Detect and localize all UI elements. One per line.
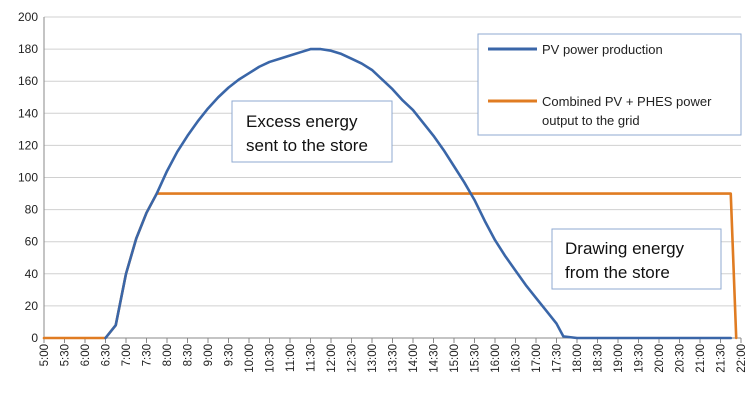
annotation-drawing-line2: from the store — [565, 263, 670, 282]
x-tick-label: 19:30 — [634, 344, 646, 373]
x-tick-label: 15:30 — [470, 344, 482, 373]
y-tick-labels: 0 20 40 60 80 100 120 140 160 180 200 — [18, 10, 38, 345]
x-tick-label: 22:00 — [736, 344, 748, 373]
x-tick-label: 13:00 — [367, 344, 379, 373]
x-tick-label: 17:00 — [531, 344, 543, 373]
x-tick-label: 6:30 — [101, 344, 113, 366]
y-tick-label: 140 — [18, 106, 38, 120]
y-tick-label: 120 — [18, 138, 38, 152]
y-tick-label: 60 — [25, 235, 39, 249]
y-tick-label: 200 — [18, 10, 38, 24]
legend-label-combined-line1: Combined PV + PHES power — [542, 94, 712, 109]
x-tick-label: 12:30 — [347, 344, 359, 373]
x-tick-label: 10:00 — [244, 344, 256, 373]
series-lines — [42, 47, 738, 340]
x-tick-label: 15:00 — [449, 344, 461, 373]
y-tick-label: 20 — [25, 299, 39, 313]
annotation-drawing-line1: Drawing energy — [565, 239, 685, 258]
y-tick-label: 100 — [18, 171, 38, 185]
legend-label-combined-line2: output to the grid — [542, 113, 640, 128]
x-tick-label: 10:30 — [265, 344, 277, 373]
x-tick-label: 12:00 — [326, 344, 338, 373]
x-tick-label: 5:00 — [39, 344, 51, 366]
x-tick-label: 20:00 — [654, 344, 666, 373]
y-tick-label: 160 — [18, 74, 38, 88]
x-tick-label: 19:00 — [613, 344, 625, 373]
legend-label-pv: PV power production — [542, 42, 663, 57]
legend: PV power production Combined PV + PHES p… — [477, 33, 742, 136]
x-tick-label: 9:30 — [224, 344, 236, 366]
x-tick-label: 17:30 — [552, 344, 564, 373]
annotation-drawing: Drawing energy from the store — [551, 228, 722, 290]
x-tick-label: 9:00 — [203, 344, 215, 366]
x-tick-label: 16:30 — [511, 344, 523, 373]
x-tick-label: 5:30 — [60, 344, 72, 366]
x-tick-label: 7:00 — [121, 344, 133, 366]
x-tick-label: 8:00 — [162, 344, 174, 366]
x-tick-label: 21:30 — [716, 344, 728, 373]
x-tick-labels: 5:00 5:30 6:00 6:30 7:00 7:30 8:00 8:30 9:00 9:30… — [39, 344, 748, 373]
series-pv-power-production-line — [104, 47, 733, 340]
x-tick-label: 13:30 — [388, 344, 400, 373]
x-tick-label: 14:00 — [408, 344, 420, 373]
legend-box — [477, 33, 742, 136]
annotation-drawing-box — [551, 228, 722, 290]
y-tick-label: 180 — [18, 42, 38, 56]
x-tick-label: 21:00 — [695, 344, 707, 373]
x-tick-label: 18:30 — [593, 344, 605, 373]
annotation-excess-line2: sent to the store — [246, 136, 368, 155]
x-tick-label: 8:30 — [183, 344, 195, 366]
y-tick-label: 0 — [31, 331, 38, 345]
y-tick-label: 40 — [25, 267, 39, 281]
x-tick-label: 6:00 — [80, 344, 92, 366]
y-tick-label: 80 — [25, 203, 39, 217]
x-tick-label: 11:00 — [285, 344, 297, 372]
annotation-excess-box — [231, 100, 393, 163]
annotation-excess-line1: Excess energy — [246, 112, 358, 131]
x-tick-label: 7:30 — [142, 344, 154, 366]
x-tick-label: 11:30 — [306, 344, 318, 372]
x-tick-label: 20:30 — [675, 344, 687, 373]
x-tick-label: 16:00 — [490, 344, 502, 373]
x-tick-label: 14:30 — [429, 344, 441, 373]
x-tick-label: 18:00 — [572, 344, 584, 373]
annotation-excess: Excess energy sent to the store — [231, 100, 393, 163]
